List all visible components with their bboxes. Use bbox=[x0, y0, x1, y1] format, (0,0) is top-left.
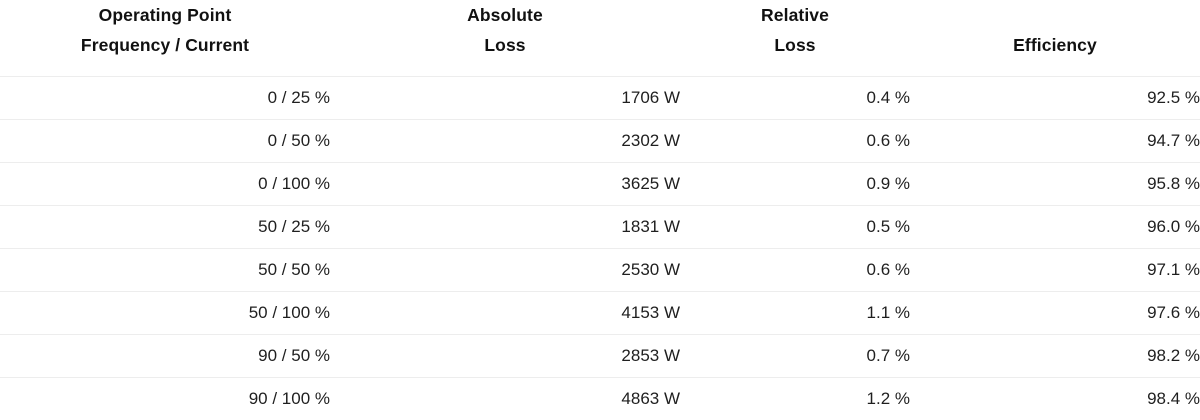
cell-absolute-loss: 4863 W bbox=[330, 378, 680, 420]
cell-absolute-loss: 3625 W bbox=[330, 163, 680, 206]
column-header-absolute-loss-line2: Loss bbox=[330, 30, 680, 60]
cell-absolute-loss: 1831 W bbox=[330, 206, 680, 249]
cell-relative-loss: 0.4 % bbox=[680, 77, 910, 120]
cell-absolute-loss: 2302 W bbox=[330, 120, 680, 163]
cell-absolute-loss: 1706 W bbox=[330, 77, 680, 120]
cell-efficiency: 96.0 % bbox=[910, 206, 1200, 249]
cell-relative-loss: 1.1 % bbox=[680, 292, 910, 335]
column-header-absolute-loss: Absolute Loss bbox=[330, 0, 680, 77]
cell-relative-loss: 0.6 % bbox=[680, 249, 910, 292]
cell-relative-loss: 0.6 % bbox=[680, 120, 910, 163]
cell-operating-point: 50 / 100 % bbox=[0, 292, 330, 335]
cell-relative-loss: 0.9 % bbox=[680, 163, 910, 206]
column-header-relative-loss: Relative Loss bbox=[680, 0, 910, 77]
cell-operating-point: 50 / 25 % bbox=[0, 206, 330, 249]
cell-absolute-loss: 4153 W bbox=[330, 292, 680, 335]
column-header-operating-point-line2: Frequency / Current bbox=[0, 30, 330, 60]
cell-efficiency: 98.4 % bbox=[910, 378, 1200, 420]
column-header-efficiency-line2: Efficiency bbox=[910, 30, 1200, 60]
cell-efficiency: 92.5 % bbox=[910, 77, 1200, 120]
column-header-operating-point: Operating Point Frequency / Current bbox=[0, 0, 330, 77]
column-header-relative-loss-line1: Relative bbox=[680, 0, 910, 30]
column-header-efficiency: Efficiency bbox=[910, 0, 1200, 77]
column-header-absolute-loss-line1: Absolute bbox=[330, 0, 680, 30]
cell-absolute-loss: 2853 W bbox=[330, 335, 680, 378]
cell-efficiency: 97.6 % bbox=[910, 292, 1200, 335]
cell-absolute-loss: 2530 W bbox=[330, 249, 680, 292]
column-header-relative-loss-line2: Loss bbox=[680, 30, 910, 60]
cell-operating-point: 90 / 50 % bbox=[0, 335, 330, 378]
table-header: Operating Point Frequency / Current Abso… bbox=[0, 0, 1200, 77]
cell-operating-point: 0 / 50 % bbox=[0, 120, 330, 163]
header-row: Operating Point Frequency / Current Abso… bbox=[0, 0, 1200, 77]
cell-relative-loss: 1.2 % bbox=[680, 378, 910, 420]
cell-efficiency: 97.1 % bbox=[910, 249, 1200, 292]
cell-efficiency: 94.7 % bbox=[910, 120, 1200, 163]
cell-operating-point: 90 / 100 % bbox=[0, 378, 330, 420]
cell-efficiency: 98.2 % bbox=[910, 335, 1200, 378]
cell-relative-loss: 0.5 % bbox=[680, 206, 910, 249]
cell-relative-loss: 0.7 % bbox=[680, 335, 910, 378]
cell-efficiency: 95.8 % bbox=[910, 163, 1200, 206]
cell-operating-point: 0 / 25 % bbox=[0, 77, 330, 120]
cell-operating-point: 50 / 50 % bbox=[0, 249, 330, 292]
column-header-operating-point-line1: Operating Point bbox=[0, 0, 330, 30]
cell-operating-point: 0 / 100 % bbox=[0, 163, 330, 206]
